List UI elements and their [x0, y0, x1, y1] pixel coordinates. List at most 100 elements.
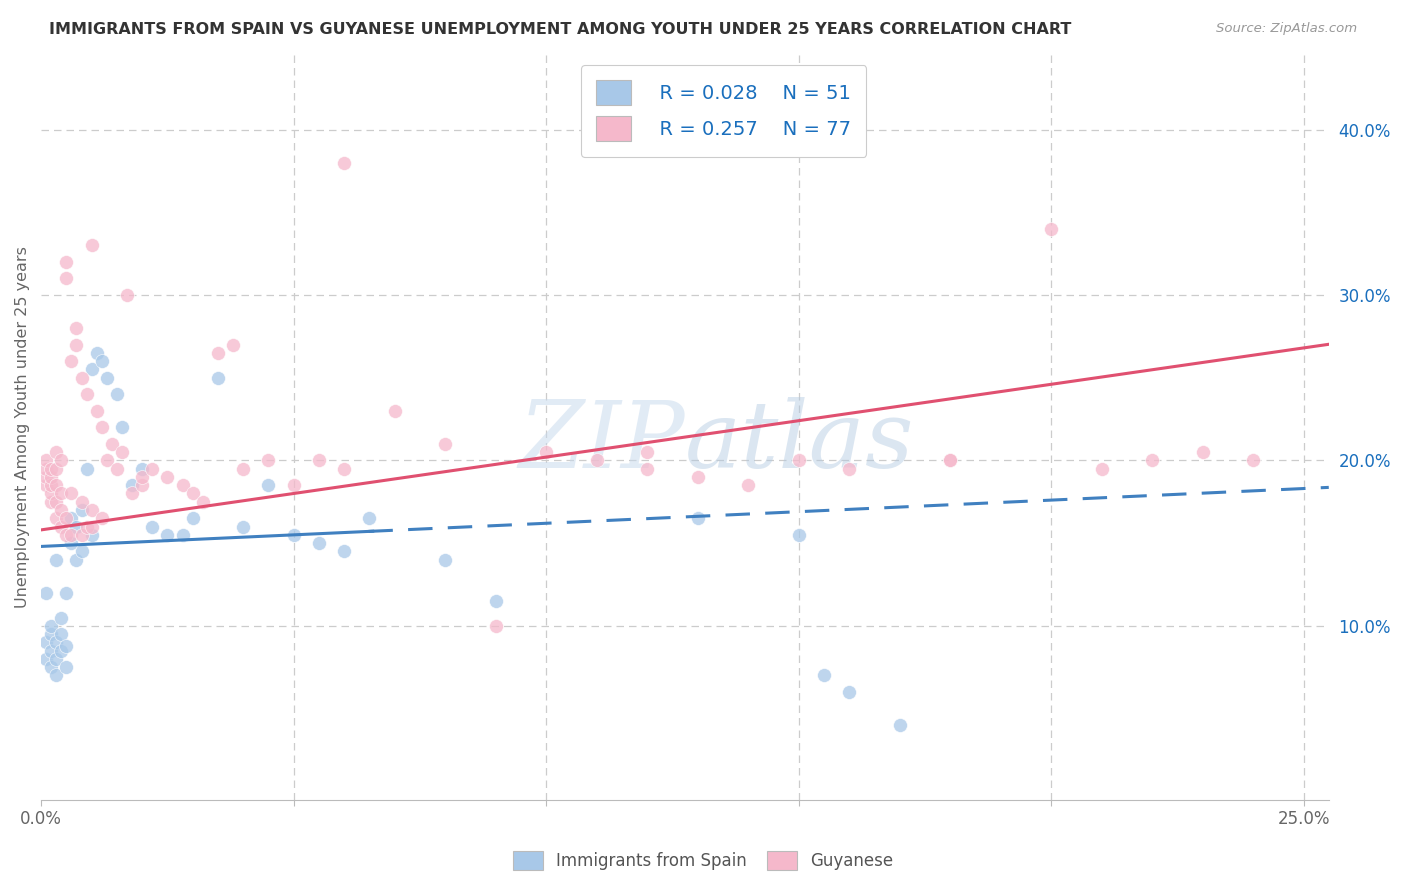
Text: ZIP: ZIP	[519, 397, 685, 487]
Point	[131, 470, 153, 484]
Point	[39, 619, 62, 633]
Y-axis label: Unemployment Among Youth under 25 years: Unemployment Among Youth under 25 years	[15, 246, 30, 608]
Point	[222, 337, 245, 351]
Point	[45, 461, 67, 475]
Point	[45, 635, 67, 649]
Point	[838, 461, 860, 475]
Point	[55, 511, 77, 525]
Point	[45, 652, 67, 666]
Point	[35, 652, 58, 666]
Point	[181, 511, 204, 525]
Point	[51, 453, 73, 467]
Point	[60, 486, 83, 500]
Point	[65, 337, 87, 351]
Point	[101, 437, 124, 451]
Point	[80, 528, 103, 542]
Point	[787, 453, 810, 467]
Point	[39, 486, 62, 500]
Point	[55, 271, 77, 285]
Point	[70, 495, 93, 509]
Point	[333, 461, 356, 475]
Point	[35, 461, 58, 475]
Point	[131, 461, 153, 475]
Point	[45, 511, 67, 525]
Point	[636, 445, 658, 459]
Point	[1191, 445, 1213, 459]
Point	[35, 470, 58, 484]
Text: IMMIGRANTS FROM SPAIN VS GUYANESE UNEMPLOYMENT AMONG YOUTH UNDER 25 YEARS CORREL: IMMIGRANTS FROM SPAIN VS GUYANESE UNEMPL…	[49, 22, 1071, 37]
Point	[70, 544, 93, 558]
Point	[35, 453, 58, 467]
Point	[434, 437, 457, 451]
Point	[51, 610, 73, 624]
Point	[484, 619, 506, 633]
Point	[39, 660, 62, 674]
Point	[283, 478, 305, 492]
Point	[131, 478, 153, 492]
Text: atlas: atlas	[685, 397, 914, 487]
Point	[45, 495, 67, 509]
Point	[939, 453, 962, 467]
Point	[45, 445, 67, 459]
Point	[80, 362, 103, 376]
Point	[484, 594, 506, 608]
Point	[39, 478, 62, 492]
Point	[86, 404, 108, 418]
Point	[55, 660, 77, 674]
Point	[55, 586, 77, 600]
Point	[80, 503, 103, 517]
Point	[1241, 453, 1264, 467]
Point	[121, 486, 143, 500]
Point	[283, 528, 305, 542]
Point	[39, 643, 62, 657]
Point	[65, 321, 87, 335]
Point	[105, 387, 128, 401]
Point	[333, 155, 356, 169]
Point	[813, 668, 835, 682]
Point	[232, 519, 254, 533]
Legend:   R = 0.028    N = 51,   R = 0.257    N = 77: R = 0.028 N = 51, R = 0.257 N = 77	[581, 65, 866, 157]
Legend: Immigrants from Spain, Guyanese: Immigrants from Spain, Guyanese	[506, 844, 900, 877]
Point	[90, 511, 112, 525]
Point	[141, 519, 163, 533]
Point	[686, 511, 709, 525]
Point	[39, 627, 62, 641]
Point	[636, 461, 658, 475]
Point	[70, 370, 93, 384]
Point	[207, 346, 229, 360]
Point	[45, 668, 67, 682]
Point	[384, 404, 406, 418]
Point	[1040, 222, 1063, 236]
Point	[156, 528, 179, 542]
Point	[207, 370, 229, 384]
Point	[1140, 453, 1163, 467]
Point	[838, 685, 860, 699]
Point	[60, 536, 83, 550]
Point	[787, 528, 810, 542]
Point	[45, 552, 67, 566]
Point	[257, 478, 280, 492]
Text: Source: ZipAtlas.com: Source: ZipAtlas.com	[1216, 22, 1357, 36]
Point	[35, 635, 58, 649]
Point	[172, 528, 194, 542]
Point	[51, 503, 73, 517]
Point	[55, 255, 77, 269]
Point	[308, 453, 330, 467]
Point	[55, 528, 77, 542]
Point	[232, 461, 254, 475]
Point	[39, 470, 62, 484]
Point	[181, 486, 204, 500]
Point	[534, 445, 557, 459]
Point	[65, 552, 87, 566]
Point	[86, 346, 108, 360]
Point	[96, 370, 118, 384]
Point	[191, 495, 214, 509]
Point	[76, 519, 98, 533]
Point	[45, 478, 67, 492]
Point	[76, 387, 98, 401]
Point	[111, 420, 134, 434]
Point	[60, 511, 83, 525]
Point	[55, 639, 77, 653]
Point	[90, 354, 112, 368]
Point	[51, 519, 73, 533]
